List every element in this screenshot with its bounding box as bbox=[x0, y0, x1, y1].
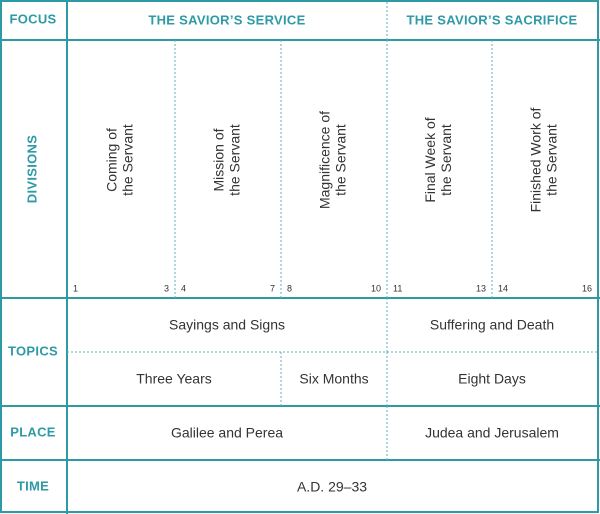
chapter-end: 7 bbox=[270, 283, 275, 293]
row-label: PLACE bbox=[10, 424, 56, 439]
chapter-end: 3 bbox=[164, 283, 169, 293]
time: A.D. 29–33 bbox=[297, 479, 367, 495]
row-label: TOPICS bbox=[8, 343, 58, 358]
chapter-start: 4 bbox=[181, 283, 186, 293]
division-title: Finished Work of bbox=[528, 107, 544, 212]
division-title: the Servant bbox=[333, 124, 349, 196]
chapter-start: 8 bbox=[287, 283, 292, 293]
row-label: DIVISIONS bbox=[24, 135, 39, 203]
topic: Six Months bbox=[299, 371, 368, 387]
focus-heading: THE SAVIOR’S SERVICE bbox=[148, 12, 305, 27]
topic: Three Years bbox=[136, 371, 212, 387]
topic: Suffering and Death bbox=[430, 317, 554, 333]
division-title: Final Week of bbox=[422, 117, 438, 202]
division-title: Mission of bbox=[211, 128, 227, 191]
chapter-end: 10 bbox=[371, 283, 381, 293]
division-title: the Servant bbox=[120, 124, 136, 196]
division-title: the Servant bbox=[544, 124, 560, 196]
focus-heading: THE SAVIOR’S SACRIFICE bbox=[406, 12, 577, 27]
division-title: Coming of bbox=[104, 128, 120, 192]
chapter-start: 1 bbox=[73, 283, 78, 293]
chapter-start: 11 bbox=[393, 283, 402, 293]
chapter-start: 14 bbox=[498, 283, 508, 293]
division-title: Magnificence of bbox=[317, 111, 333, 209]
row-label: FOCUS bbox=[10, 11, 57, 26]
place: Galilee and Perea bbox=[171, 425, 283, 441]
division-title: the Servant bbox=[227, 124, 243, 196]
topic: Eight Days bbox=[458, 371, 526, 387]
place: Judea and Jerusalem bbox=[425, 425, 559, 441]
row-label: TIME bbox=[17, 478, 49, 493]
chapter-end: 16 bbox=[582, 283, 592, 293]
topic: Sayings and Signs bbox=[169, 317, 285, 333]
division-title: the Servant bbox=[438, 124, 454, 196]
chapter-end: 13 bbox=[476, 283, 486, 293]
